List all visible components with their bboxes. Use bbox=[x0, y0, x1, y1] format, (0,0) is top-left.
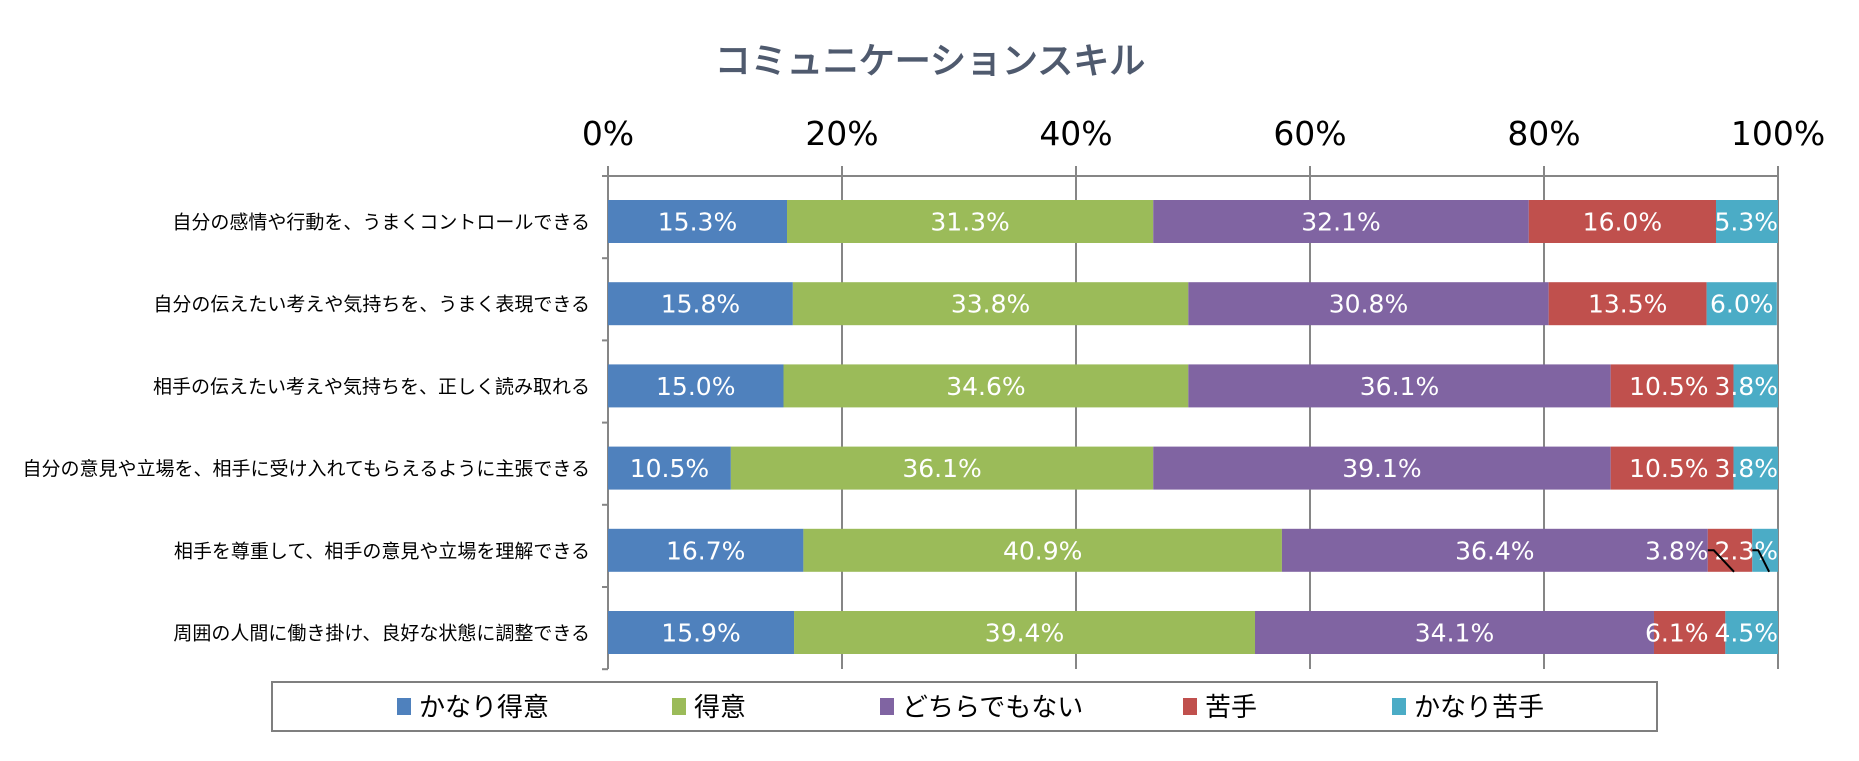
bar-segment bbox=[1153, 200, 1529, 243]
data-label: 2.3% bbox=[1714, 536, 1778, 565]
bar-segment bbox=[1153, 446, 1611, 490]
bars: 15.3% 31.3% 32.1% 16.0% 5.3% 15.8% 33.8% 30.8% 1… bbox=[608, 200, 1778, 654]
x-tick-labels: 0% 20% 40% 60% 80% 100% bbox=[582, 114, 1825, 153]
legend-box bbox=[271, 681, 1658, 732]
legend-label: 得意 bbox=[694, 693, 746, 723]
bar-segment bbox=[794, 611, 1256, 654]
bar-segment bbox=[1548, 282, 1707, 326]
x-tick-label: 60% bbox=[1273, 114, 1346, 153]
data-label: 3.8% bbox=[1645, 536, 1709, 565]
legend-label: 苦手 bbox=[1205, 693, 1257, 723]
x-tick-label: 0% bbox=[582, 114, 634, 153]
data-label: 40.9% bbox=[1003, 536, 1082, 565]
category-label: 自分の伝えたい考えや気持ちを、うまく表現できる bbox=[153, 294, 590, 316]
data-label: 4.5% bbox=[1714, 619, 1778, 648]
data-label: 15.3% bbox=[658, 208, 737, 237]
data-label: 36.1% bbox=[902, 454, 981, 483]
data-label: 13.5% bbox=[1588, 290, 1667, 319]
data-label: 6.1% bbox=[1645, 619, 1709, 648]
leader-line bbox=[1752, 549, 1771, 573]
bar-segment bbox=[1733, 364, 1778, 408]
data-label: 10.5% bbox=[630, 454, 709, 483]
bar-segment bbox=[608, 282, 793, 326]
data-label: 39.1% bbox=[1342, 454, 1421, 483]
category-label: 相手を尊重して、相手の意見や立場を理解できる bbox=[174, 540, 590, 562]
data-label: 31.3% bbox=[930, 208, 1009, 237]
bar-segment bbox=[1528, 200, 1716, 243]
bar-segment bbox=[608, 200, 788, 243]
category-labels: 自分の感情や行動を、うまくコントロールできる自分の伝えたい考えや気持ちを、うまく… bbox=[22, 212, 590, 645]
bar-segment bbox=[608, 364, 784, 408]
bar-segment bbox=[803, 528, 1282, 572]
bar-segment bbox=[1653, 611, 1726, 654]
category-label: 周囲の人間に働き掛け、良好な状態に調整できる bbox=[173, 623, 590, 645]
bar-segment bbox=[783, 364, 1189, 408]
data-label: 10.5% bbox=[1629, 454, 1708, 483]
legend-swatch bbox=[672, 698, 686, 715]
x-tick-label: 100% bbox=[1731, 114, 1825, 153]
leader-line bbox=[1707, 549, 1735, 573]
legend-label: どちらでもない bbox=[902, 693, 1083, 723]
bar-segment bbox=[730, 446, 1154, 490]
bar-segment bbox=[1715, 200, 1778, 243]
legend-label: かなり苦手 bbox=[1414, 693, 1544, 723]
bar-segment bbox=[608, 528, 804, 572]
bar-segment bbox=[792, 282, 1189, 326]
bar-segment bbox=[1707, 528, 1753, 572]
bar-segment bbox=[1188, 364, 1611, 408]
category-label: 相手の伝えたい考えや気持ちを、正しく読み取れる bbox=[153, 376, 590, 398]
x-tick-label: 40% bbox=[1039, 114, 1112, 153]
gridlines bbox=[602, 166, 1779, 671]
bar-segment bbox=[1255, 611, 1654, 654]
data-label: 15.0% bbox=[656, 372, 735, 401]
x-tick-label: 20% bbox=[805, 114, 878, 153]
data-label: 3.8% bbox=[1714, 372, 1778, 401]
legend-swatch bbox=[397, 698, 411, 715]
data-label: 15.8% bbox=[661, 290, 740, 319]
bar-segment bbox=[608, 446, 731, 490]
legend-swatch bbox=[1392, 698, 1406, 715]
data-label: 36.1% bbox=[1360, 372, 1439, 401]
legend-swatch bbox=[880, 698, 894, 715]
data-label: 36.4% bbox=[1455, 536, 1534, 565]
data-label: 3.8% bbox=[1714, 454, 1778, 483]
data-label: 30.8% bbox=[1329, 290, 1408, 319]
data-label: 32.1% bbox=[1301, 208, 1380, 237]
data-label: 6.0% bbox=[1710, 290, 1774, 319]
bar-segment bbox=[1706, 282, 1777, 326]
chart-title: コミュニケーションスキル bbox=[715, 41, 1146, 82]
category-label: 自分の意見や立場を、相手に受け入れてもらえるように主張できる bbox=[22, 458, 590, 480]
legend: かなり得意 得意 どちらでもない 苦手 かなり苦手 bbox=[271, 681, 1658, 732]
bar-segment bbox=[1610, 364, 1734, 408]
data-label: 34.1% bbox=[1415, 619, 1494, 648]
category-label: 自分の感情や行動を、うまくコントロールできる bbox=[172, 212, 590, 234]
bar-segment bbox=[1725, 611, 1778, 654]
legend-label: かなり得意 bbox=[419, 693, 549, 723]
data-label: 33.8% bbox=[951, 290, 1030, 319]
x-tick-label: 80% bbox=[1507, 114, 1580, 153]
bar-segment bbox=[608, 611, 795, 654]
bar-segment bbox=[1733, 446, 1778, 490]
data-label: 16.7% bbox=[666, 536, 745, 565]
bar-segment bbox=[1188, 282, 1549, 326]
data-label: 5.3% bbox=[1714, 208, 1778, 237]
data-label: 15.9% bbox=[661, 619, 740, 648]
bar-segment bbox=[1281, 528, 1708, 572]
data-label: 16.0% bbox=[1583, 208, 1662, 237]
data-label: 10.5% bbox=[1629, 372, 1708, 401]
bar-segment bbox=[1610, 446, 1734, 490]
bar-segment bbox=[787, 200, 1154, 243]
legend-swatch bbox=[1183, 698, 1197, 715]
data-label: 39.4% bbox=[985, 619, 1064, 648]
data-label: 34.6% bbox=[946, 372, 1025, 401]
